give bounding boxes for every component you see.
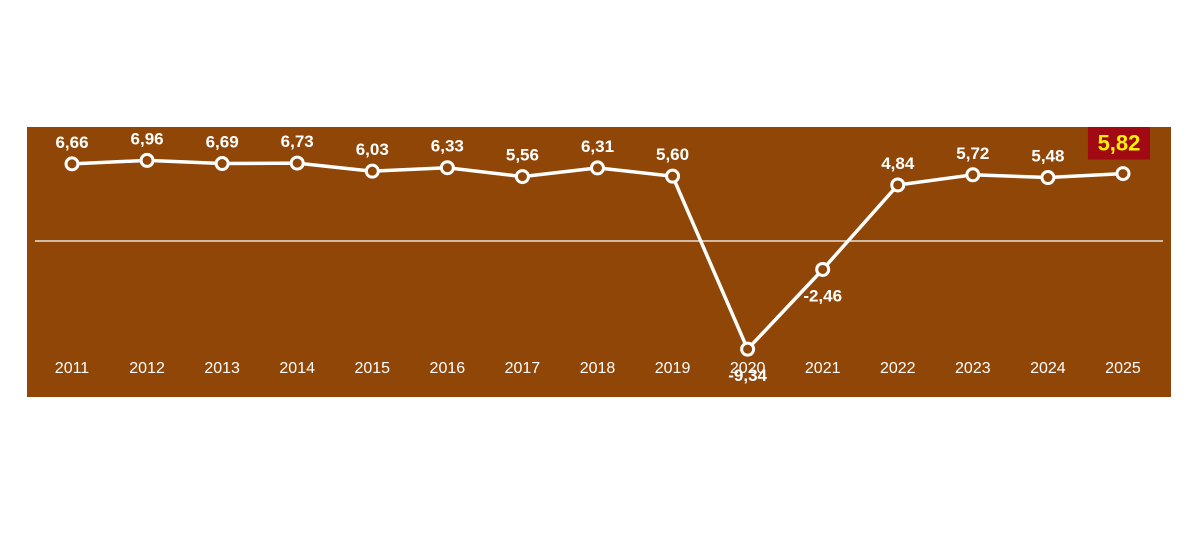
data-point-2013 [214, 156, 230, 172]
data-point-2017 [514, 169, 530, 185]
x-tick-2016: 2016 [430, 360, 466, 377]
value-label-2023: 5,72 [956, 144, 989, 163]
data-point-2012 [139, 152, 155, 168]
x-tick-2018: 2018 [580, 360, 616, 377]
x-tick-2019: 2019 [655, 360, 691, 377]
data-point-2024 [1040, 170, 1056, 186]
x-tick-2024: 2024 [1030, 360, 1066, 377]
value-label-2020: -9,34 [728, 366, 767, 385]
data-point-2025 [1115, 166, 1131, 182]
data-point-2022 [890, 177, 906, 193]
data-point-2019 [665, 168, 681, 184]
value-label-2011: 6,66 [55, 133, 88, 152]
x-tick-2025: 2025 [1105, 360, 1141, 377]
value-label-2016: 6,33 [431, 137, 464, 156]
value-label-2017: 5,56 [506, 146, 539, 165]
value-label-2021: -2,46 [803, 286, 842, 305]
x-tick-2020: 2020 [730, 360, 766, 377]
x-tick-2023: 2023 [955, 360, 991, 377]
x-tick-2011: 2011 [55, 360, 90, 377]
x-tick-2013: 2013 [204, 360, 240, 377]
value-label-2024: 5,48 [1031, 147, 1064, 166]
value-label-2014: 6,73 [281, 132, 314, 151]
value-label-2019: 5,60 [656, 145, 689, 164]
data-point-2011 [64, 156, 80, 172]
data-point-2020 [740, 341, 756, 357]
chart-panel: 6,66 6,96 6,69 6,73 6,03 6,33 5,56 6,31 5,60 -9,3… [27, 127, 1171, 397]
data-point-2021 [815, 261, 831, 277]
data-point-2014 [289, 155, 305, 171]
data-point-2023 [965, 167, 981, 183]
highlight-box [1087, 127, 1150, 160]
data-point-2015 [364, 163, 380, 179]
x-tick-2014: 2014 [279, 360, 315, 377]
value-label-2015: 6,03 [356, 140, 389, 159]
x-tick-2017: 2017 [505, 360, 541, 377]
value-label-2018: 6,31 [581, 137, 614, 156]
data-point-2016 [439, 160, 455, 176]
value-label-2012: 6,96 [131, 129, 164, 148]
x-tick-2022: 2022 [880, 360, 916, 377]
x-tick-2021: 2021 [805, 360, 841, 377]
x-tick-2015: 2015 [354, 360, 390, 377]
value-label-2022: 4,84 [881, 154, 915, 173]
value-label-2013: 6,69 [206, 133, 239, 152]
line-chart: 6,66 6,96 6,69 6,73 6,03 6,33 5,56 6,31 5,60 -9,3… [27, 127, 1171, 397]
x-tick-2012: 2012 [129, 360, 165, 377]
value-label-2025: 5,82 [1098, 131, 1141, 156]
data-point-2018 [589, 160, 605, 176]
